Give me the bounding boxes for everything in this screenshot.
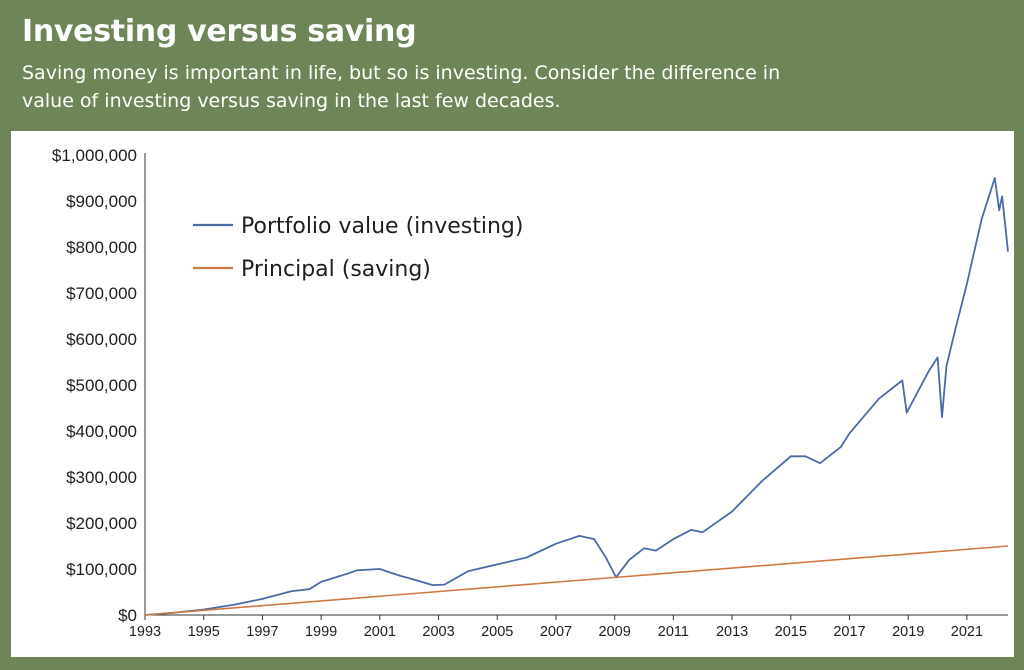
x-tick-label: 2015 [775, 624, 807, 640]
y-tick-label: $400,000 [66, 422, 137, 441]
x-tick-label: 2011 [658, 624, 689, 640]
line-chart: $0 $100,000 $200,000 $300,000 $400,000 $500,0… [52, 146, 1009, 640]
y-tick-label: $0 [118, 606, 137, 625]
y-tick-label: $200,000 [66, 514, 137, 533]
x-tick-label: 2007 [540, 624, 572, 640]
y-tick-label: $900,000 [66, 192, 137, 211]
x-tick-label: 2001 [364, 624, 396, 640]
x-tick-label: 1997 [246, 624, 278, 640]
y-tick-label: $300,000 [66, 468, 137, 487]
y-tick-label: $700,000 [66, 284, 137, 303]
series-line-portfolio [144, 177, 1009, 616]
x-tick-label: 2005 [481, 624, 513, 640]
legend: Portfolio value (investing) Principal (sa… [193, 214, 523, 282]
y-tick-label: $800,000 [66, 238, 137, 257]
page-title: Investing versus saving [22, 14, 417, 49]
legend-label: Portfolio value (investing) [241, 214, 523, 239]
header: Investing versus saving Saving money is … [22, 14, 1002, 115]
x-tick-label: 1995 [188, 624, 220, 640]
y-tick-label: $500,000 [66, 376, 137, 395]
x-tick-label: 2019 [892, 624, 924, 640]
page-subtitle: Saving money is important in life, but s… [22, 62, 781, 112]
y-tick-label: $1,000,000 [52, 146, 137, 165]
x-tick-label: 1999 [305, 624, 337, 640]
y-axis: $0 $100,000 $200,000 $300,000 $400,000 $500,0… [52, 146, 146, 625]
y-tick-label: $100,000 [66, 560, 137, 579]
legend-label: Principal (saving) [241, 257, 431, 282]
x-tick-label: 2017 [833, 624, 865, 640]
y-tick-label: $600,000 [66, 330, 137, 349]
x-tick-label: 2013 [716, 624, 748, 640]
plot-area [144, 177, 1009, 616]
x-tick-label: 2021 [951, 624, 983, 640]
chart-panel: $0 $100,000 $200,000 $300,000 $400,000 $500,0… [11, 131, 1014, 657]
x-tick-label: 2003 [422, 624, 454, 640]
x-tick-label: 2009 [599, 624, 631, 640]
x-axis: 1993 1995 1997 1999 2001 2003 2005 2007 2009 2011… [129, 614, 1008, 640]
x-tick-label: 1993 [129, 624, 161, 640]
series-line-principal [144, 545, 1009, 616]
